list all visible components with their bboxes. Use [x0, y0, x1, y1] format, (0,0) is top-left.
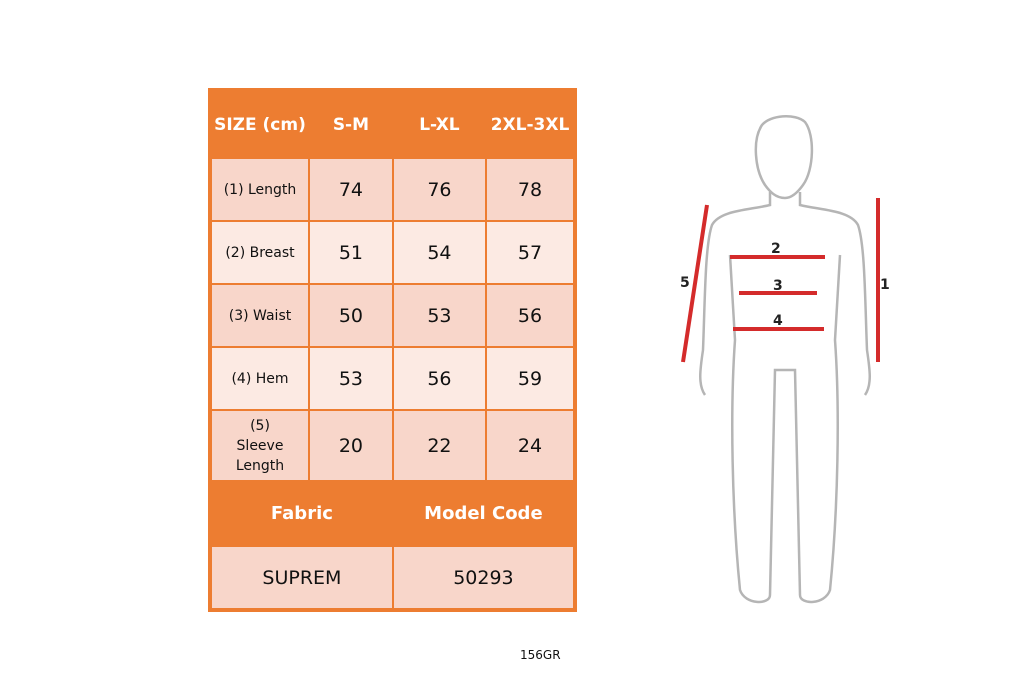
cell: 50 — [308, 283, 394, 348]
size-header: SIZE (cm) — [210, 90, 310, 159]
cell: 74 — [308, 157, 394, 222]
cell: 56 — [391, 346, 488, 411]
cell: 59 — [485, 346, 575, 411]
cell: 53 — [391, 283, 488, 348]
row-label: (5) Sleeve Length — [210, 409, 310, 482]
table-row: (1) Length 74 76 78 — [210, 157, 575, 222]
size-l-xl: L-XL — [391, 90, 488, 159]
body-outline — [699, 115, 871, 604]
cell: 24 — [485, 409, 575, 482]
body-measurement-diagram: 2 3 4 5 1 — [680, 115, 890, 604]
fabric-value: SUPREM — [210, 545, 394, 610]
header-row: SIZE (cm) S-M L-XL 2XL-3XL — [210, 90, 575, 159]
table-row: (4) Hem 53 56 59 — [210, 346, 575, 411]
cell: 51 — [308, 220, 394, 285]
size-2xl-3xl: 2XL-3XL — [485, 90, 575, 159]
row-label: (3) Waist — [210, 283, 310, 348]
marker-2: 2 — [771, 241, 781, 257]
cell: 53 — [308, 346, 394, 411]
marker-3: 3 — [773, 278, 783, 294]
row-label: (4) Hem — [210, 346, 310, 411]
table-row: (5) Sleeve Length 20 22 24 — [210, 409, 575, 482]
size-chart-table: SIZE (cm) S-M L-XL 2XL-3XL (1) Length 74… — [208, 88, 577, 612]
marker-5: 5 — [680, 275, 690, 291]
marker-1: 1 — [880, 277, 890, 293]
table-row: (2) Breast 51 54 57 — [210, 220, 575, 285]
cell: 78 — [485, 157, 575, 222]
cell: 57 — [485, 220, 575, 285]
table-row: (3) Waist 50 53 56 — [210, 283, 575, 348]
fabric-header-row: Fabric Model Code — [210, 480, 576, 547]
size-s-m: S-M — [308, 90, 394, 159]
cell: 22 — [391, 409, 488, 482]
fabric-label: Fabric — [210, 480, 394, 547]
model-code-label: Model Code — [391, 480, 576, 547]
cell: 76 — [391, 157, 488, 222]
sleeve-line — [681, 204, 709, 363]
row-label: (1) Length — [210, 157, 310, 222]
model-code-value: 50293 — [391, 545, 576, 610]
fabric-value-row: SUPREM 50293 — [210, 545, 576, 610]
row-label: (2) Breast — [210, 220, 310, 285]
cell: 56 — [485, 283, 575, 348]
cell: 20 — [308, 409, 394, 482]
marker-4: 4 — [773, 313, 783, 329]
measurement-lines — [681, 198, 880, 363]
cell: 54 — [391, 220, 488, 285]
fabric-weight: 156GR — [520, 648, 561, 662]
